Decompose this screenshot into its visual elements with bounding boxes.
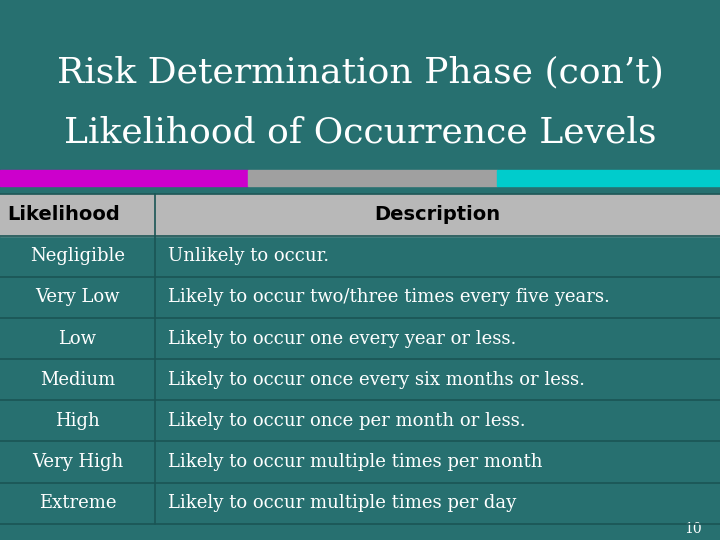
Bar — [0, 442, 720, 483]
Bar — [0, 318, 720, 359]
Text: Negligible: Negligible — [30, 247, 125, 265]
Text: High: High — [55, 412, 100, 430]
Text: Likelihood of Occurrence Levels: Likelihood of Occurrence Levels — [64, 116, 656, 149]
Text: Very High: Very High — [32, 453, 123, 471]
Bar — [497, 170, 720, 186]
Text: Extreme: Extreme — [39, 494, 116, 512]
Bar — [155, 194, 720, 235]
Bar — [0, 483, 720, 524]
Text: Description: Description — [374, 206, 500, 225]
Bar — [0, 359, 720, 400]
Text: Likely to occur once every six months or less.: Likely to occur once every six months or… — [168, 370, 585, 389]
Text: Likely to occur two/three times every five years.: Likely to occur two/three times every fi… — [168, 288, 610, 306]
Bar — [0, 276, 720, 318]
Text: Unlikely to occur.: Unlikely to occur. — [168, 247, 329, 265]
Text: 10: 10 — [685, 522, 702, 536]
Text: Very Low: Very Low — [35, 288, 120, 306]
Bar — [0, 194, 155, 235]
Bar — [248, 170, 497, 186]
Text: Likely to occur one every year or less.: Likely to occur one every year or less. — [168, 329, 516, 348]
Bar — [0, 170, 248, 186]
Text: Medium: Medium — [40, 370, 115, 389]
Text: Likely to occur once per month or less.: Likely to occur once per month or less. — [168, 412, 526, 430]
Bar — [0, 400, 720, 442]
Text: Likelihood: Likelihood — [7, 206, 120, 225]
Text: Risk Determination Phase (con’t): Risk Determination Phase (con’t) — [57, 56, 663, 90]
Bar — [0, 235, 720, 276]
Text: Likely to occur multiple times per day: Likely to occur multiple times per day — [168, 494, 516, 512]
Text: Likely to occur multiple times per month: Likely to occur multiple times per month — [168, 453, 542, 471]
Text: Low: Low — [58, 329, 96, 348]
